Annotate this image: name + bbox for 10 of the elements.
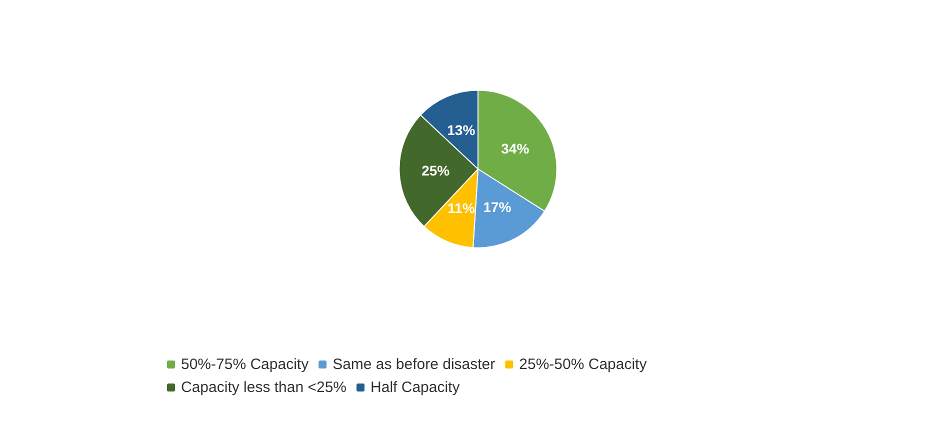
- data-label: 13%: [447, 122, 476, 138]
- legend-label: Half Capacity: [370, 379, 460, 396]
- legend-label: 50%-75% Capacity: [181, 356, 310, 373]
- data-label: 17%: [483, 198, 512, 215]
- data-label: 34%: [501, 140, 530, 157]
- data-label: 11%: [448, 200, 476, 216]
- legend-label: Capacity less than <25%: [181, 379, 347, 396]
- data-label: 25%: [422, 162, 450, 178]
- legend-label: 25%-50% Capacity: [519, 356, 648, 373]
- legend-label: Same as before disaster: [332, 356, 496, 373]
